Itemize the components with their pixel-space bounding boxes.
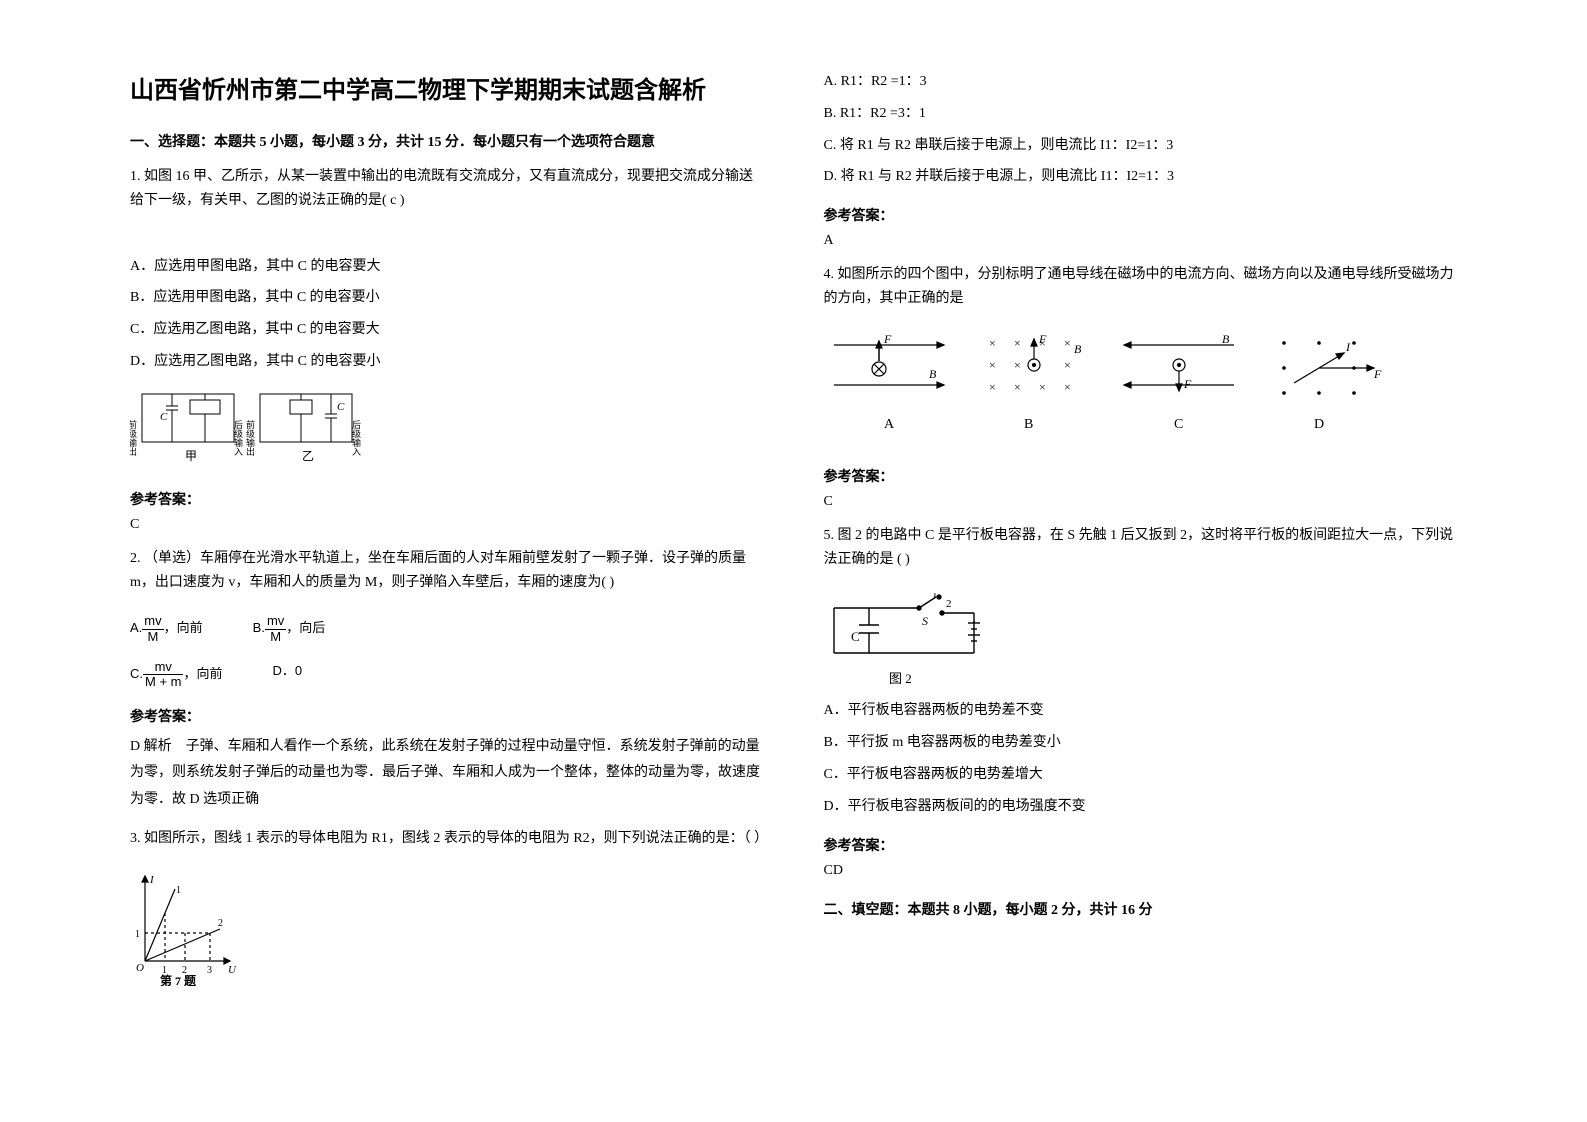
x-tick-3: 3 (207, 965, 212, 976)
q2-stem: 2. （单选）车厢停在光滑水平轨道上，坐在车厢后面的人对车厢前壁发射了一颗子弹．… (130, 547, 764, 595)
section2-header: 二、填空题：本题共 8 小题，每小题 2 分，共计 16 分 (824, 899, 1458, 919)
q4-c-F: F (1183, 377, 1192, 391)
q2-c-frac: mvM + m (143, 660, 183, 690)
svg-text:×: × (1014, 380, 1021, 394)
q5-answer-label: 参考答案： (824, 835, 1458, 855)
label-jia: 甲 (185, 449, 197, 463)
q3-opt-a: A. R1：R2 =1：3 (824, 70, 1458, 94)
q5-opt-a: A．平行板电容器两板的电势差不变 (824, 699, 1458, 723)
q5-answer: CD (824, 863, 1458, 879)
right-column: A. R1：R2 =1：3 B. R1：R2 =3：1 C. 将 R1 与 R2… (794, 70, 1488, 1052)
q4-c-B: B (1222, 333, 1230, 346)
q1-answer-label: 参考答案： (130, 489, 764, 509)
svg-text:×: × (1064, 336, 1071, 350)
q3-stem: 3. 如图所示，图线 1 表示的导体电阻为 R1，图线 2 表示的导体的电阻为 … (130, 827, 764, 851)
label-c-2: C (337, 401, 345, 413)
q5-caption: 图 2 (889, 671, 912, 686)
q1-circuit-diagram: 前级输出 后级输入 前级输出 后级输入 C C 甲 乙 (130, 392, 764, 467)
svg-text:×: × (989, 358, 996, 372)
svg-text:×: × (1039, 380, 1046, 394)
q2-b-prefix: B. (253, 621, 265, 636)
q5-opt-d: D．平行板电容器两板间的的电场强度不变 (824, 795, 1458, 819)
q2-opt-c: C.mvM + m，向前 (130, 660, 223, 690)
graph-caption: 第 7 题 (160, 973, 197, 986)
q2-opt-b: B.mvM，向后 (253, 614, 326, 644)
label-qianji-2: 前级输出 (245, 419, 255, 457)
q5-n1: 1 (932, 593, 938, 600)
label-houji-2: 后级输入 (351, 420, 361, 456)
q4-answer: C (824, 494, 1458, 510)
q5-stem: 5. 图 2 的电路中 C 是平行板电容器，在 S 先触 1 后又扳到 2，这时… (824, 524, 1458, 572)
q3-graph: I U 1 1 2 3 1 2 O 第 7 题 (130, 871, 764, 991)
line2-label: 2 (218, 918, 223, 929)
q5-opt-b: B．平行扳 m 电容器两板的电势差变小 (824, 731, 1458, 755)
y-tick-1: 1 (135, 929, 140, 940)
section1-header: 一、选择题：本题共 5 小题，每小题 3 分，共计 15 分．每小题只有一个选项… (130, 131, 764, 151)
q4-b-F: F (1038, 333, 1047, 346)
svg-text:×: × (989, 336, 996, 350)
q4-label-c: C (1174, 417, 1183, 432)
label-qianji-1: 前级输出 (130, 419, 137, 457)
page-title: 山西省忻州市第二中学高二物理下学期期末试题含解析 (130, 70, 764, 105)
left-column: 山西省忻州市第二中学高二物理下学期期末试题含解析 一、选择题：本题共 5 小题，… (100, 70, 794, 1052)
q3-answer-label: 参考答案： (824, 205, 1458, 225)
q3-opt-b: B. R1：R2 =3：1 (824, 102, 1458, 126)
q1-stem: 1. 如图 16 甲、乙所示，从某一装置中输出的电流既有交流成分，又有直流成分，… (130, 165, 764, 213)
label-yi: 乙 (302, 449, 314, 463)
line1-label: 1 (176, 885, 181, 896)
q5-diagram: C S 1 2 图 2 (824, 593, 1458, 693)
q2-answer: D 解析 子弹、车厢和人看作一个系统，此系统在发射子弹的过程中动量守恒．系统发射… (130, 734, 764, 814)
svg-text:×: × (1014, 358, 1021, 372)
q5-opt-c: C．平行板电容器两板的电势差增大 (824, 763, 1458, 787)
q4-label-b: B (1024, 417, 1033, 432)
svg-text:×: × (1064, 358, 1071, 372)
q3-answer: A (824, 233, 1458, 249)
q2-c-suffix: ，向前 (183, 666, 222, 681)
q2-a-prefix: A. (130, 621, 142, 636)
q1-opt-d: D．应选用乙图电路，其中 C 的电容要小 (130, 350, 764, 374)
q2-opt-a: A.mvM，向前 (130, 614, 203, 644)
q2-a-frac: mvM (142, 614, 163, 644)
q4-a-B: B (929, 367, 937, 381)
q4-answer-label: 参考答案： (824, 466, 1458, 486)
q4-label-a: A (884, 417, 895, 432)
svg-text:×: × (1064, 380, 1071, 394)
q3-opt-d: D. 将 R1 与 R2 并联后接于电源上，则电流比 I1：I2=1：3 (824, 165, 1458, 189)
q2-formula-row-1: A.mvM，向前 B.mvM，向后 (130, 614, 764, 644)
q4-d-I: I (1345, 340, 1351, 354)
q1-spacer (130, 225, 764, 255)
q2-b-suffix: ，向后 (286, 621, 325, 636)
q4-a-F: F (883, 333, 892, 346)
q2-a-suffix: ，向前 (164, 621, 203, 636)
svg-text:×: × (989, 380, 996, 394)
q2-b-frac: mvM (265, 614, 286, 644)
q1-opt-c: C．应选用乙图电路，其中 C 的电容要大 (130, 318, 764, 342)
q5-c-label: C (851, 629, 860, 644)
q5-n2: 2 (946, 598, 952, 610)
q1-opt-a: A．应选用甲图电路，其中 C 的电容要大 (130, 255, 764, 279)
label-c-1: C (160, 411, 168, 423)
q4-b-B: B (1074, 342, 1082, 356)
q2-formula-row-2: C.mvM + m，向前 D．0 (130, 660, 764, 690)
q3-opt-c: C. 将 R1 与 R2 串联后接于电源上，则电流比 I1：I2=1：3 (824, 134, 1458, 158)
q2-answer-label: 参考答案： (130, 706, 764, 726)
q5-s-label: S (922, 614, 928, 628)
svg-text:×: × (1014, 336, 1021, 350)
q1-opt-b: B．应选用甲图电路，其中 C 的电容要小 (130, 286, 764, 310)
q2-c-prefix: C. (130, 666, 143, 681)
y-axis-label: I (149, 874, 155, 886)
q2-opt-d: D．0 (273, 660, 303, 690)
x-axis-label: U (228, 964, 237, 976)
q1-answer: C (130, 517, 764, 533)
origin-label: O (136, 962, 144, 974)
q4-label-d: D (1314, 417, 1324, 432)
q4-diagram: F B A × × × × × × × × × × × F B (824, 333, 1458, 448)
q4-stem: 4. 如图所示的四个图中，分别标明了通电导线在磁场中的电流方向、磁场方向以及通电… (824, 263, 1458, 311)
q4-d-F: F (1373, 367, 1382, 381)
label-houji-1: 后级输入 (233, 420, 243, 456)
